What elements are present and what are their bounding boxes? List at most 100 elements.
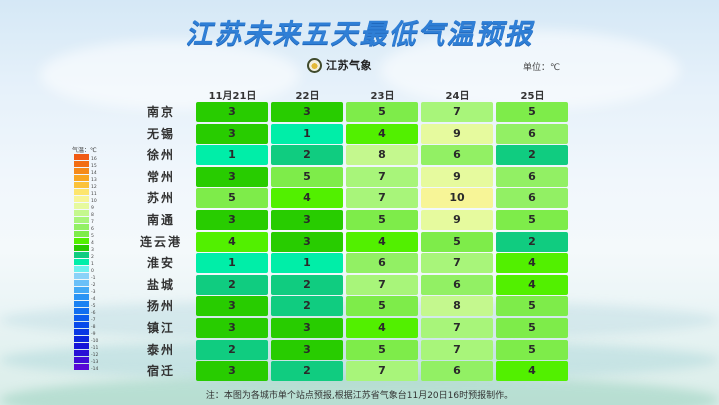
city-label: 南京 (146, 105, 175, 119)
temperature-cell: 4 (346, 231, 418, 252)
temperature-cell: 7 (346, 166, 418, 187)
temperature-cell: 5 (496, 296, 568, 317)
legend-swatch (74, 364, 89, 370)
temperature-cell: 1 (271, 253, 343, 274)
legend-tick-label: 11 (91, 192, 97, 197)
temperature-cell: 3 (271, 339, 343, 360)
temperature-cell: 7 (421, 102, 493, 122)
temperature-cell: 3 (271, 210, 343, 230)
city-label: 常州 (146, 169, 175, 184)
temperature-cell: 2 (271, 361, 343, 382)
temperature-cell: 3 (196, 102, 268, 122)
legend-tick-label: -14 (91, 367, 99, 372)
legend-swatch (74, 350, 89, 356)
legend-swatch (74, 252, 89, 258)
temperature-cell: 7 (346, 188, 418, 209)
column-header: 22日 (295, 91, 320, 102)
temperature-cell: 5 (496, 102, 568, 122)
legend-tick-label: 8 (91, 213, 94, 218)
temperature-cell: 6 (421, 274, 493, 295)
legend-tick-label: 9 (91, 206, 94, 211)
legend-swatch (74, 308, 89, 314)
temperature-cell: 7 (421, 318, 493, 338)
temperature-cell: 4 (196, 231, 268, 252)
legend-tick-label: -1 (91, 276, 96, 281)
legend-title: 气温：℃ (72, 147, 97, 154)
legend-tick-label: -12 (91, 353, 99, 358)
temperature-cell: 7 (421, 253, 493, 274)
legend-tick-label: -9 (91, 332, 96, 337)
legend-tick-label: 3 (91, 248, 94, 253)
temperature-cell: 10 (421, 188, 493, 209)
temperature-cell: 6 (421, 145, 493, 166)
temperature-cell: 4 (346, 318, 418, 338)
legend-swatch (74, 231, 89, 237)
temperature-cell: 5 (496, 210, 568, 230)
temperature-cell: 3 (271, 231, 343, 252)
temperature-cell: 7 (346, 361, 418, 382)
column-header: 24日 (445, 91, 470, 102)
temperature-cell: 9 (421, 123, 493, 144)
column-header: 11月21日 (208, 91, 257, 102)
legend-tick-label: -13 (91, 360, 99, 365)
temperature-cell: 8 (346, 145, 418, 166)
legend-tick-label: 16 (91, 157, 97, 162)
legend-tick-label: -5 (91, 304, 96, 309)
temperature-cell: 6 (496, 166, 568, 187)
temperature-cell: 5 (271, 166, 343, 187)
temperature-cell: 5 (346, 102, 418, 122)
temperature-cell: 5 (346, 339, 418, 360)
legend-swatch (74, 343, 89, 349)
temperature-cell: 6 (496, 123, 568, 144)
temperature-cell: 3 (271, 102, 343, 122)
legend-swatch (74, 259, 89, 265)
temperature-cell: 2 (496, 145, 568, 166)
temperature-cell: 4 (496, 274, 568, 295)
temperature-cell: 5 (496, 339, 568, 360)
temperature-cell: 9 (421, 210, 493, 230)
page-title: 江苏未来五天最低气温预报 (185, 19, 534, 50)
legend-swatch (74, 217, 89, 223)
temperature-cell: 7 (421, 339, 493, 360)
legend-tick-label: 1 (91, 262, 94, 267)
legend-swatch (74, 273, 89, 279)
city-label: 连云港 (139, 234, 182, 249)
temperature-cell: 5 (421, 231, 493, 252)
legend-tick-label: 4 (91, 241, 94, 246)
legend-swatch (74, 287, 89, 293)
temperature-cell: 4 (496, 361, 568, 382)
legend-tick-label: 15 (91, 164, 97, 169)
legend-tick-label: 12 (91, 185, 97, 190)
cloud-decoration (380, 30, 680, 110)
temperature-cell: 5 (496, 318, 568, 338)
temperature-cell: 3 (196, 123, 268, 144)
temperature-cell: 2 (196, 339, 268, 360)
legend-swatch (74, 154, 89, 160)
legend-swatch (74, 294, 89, 300)
temperature-cell: 6 (496, 188, 568, 209)
unit-label: 单位：℃ (523, 63, 561, 73)
jiangsu-meteorology-badge-icon (307, 57, 322, 73)
temperature-cell: 5 (346, 210, 418, 230)
city-label: 盐城 (146, 277, 175, 292)
temperature-cell: 2 (196, 274, 268, 295)
legend-swatch (74, 161, 89, 167)
legend-tick-label: 2 (91, 255, 94, 260)
temperature-cell: 1 (271, 123, 343, 144)
temperature-cell: 3 (196, 361, 268, 382)
legend-swatch (74, 189, 89, 195)
temperature-cell: 9 (421, 166, 493, 187)
city-label: 无锡 (146, 126, 175, 141)
temperature-cell: 5 (346, 296, 418, 317)
legend-tick-label: -4 (91, 297, 96, 302)
legend-tick-label: 6 (91, 227, 94, 232)
legend-swatch (74, 329, 89, 335)
city-label: 扬州 (146, 299, 175, 314)
temperature-cell: 2 (271, 296, 343, 317)
legend-swatch (74, 175, 89, 181)
temperature-cell: 3 (271, 318, 343, 338)
legend-swatch (74, 224, 89, 230)
legend-swatch (74, 266, 89, 272)
city-label: 宿迁 (146, 364, 175, 379)
legend-tick-label: 7 (91, 220, 94, 225)
